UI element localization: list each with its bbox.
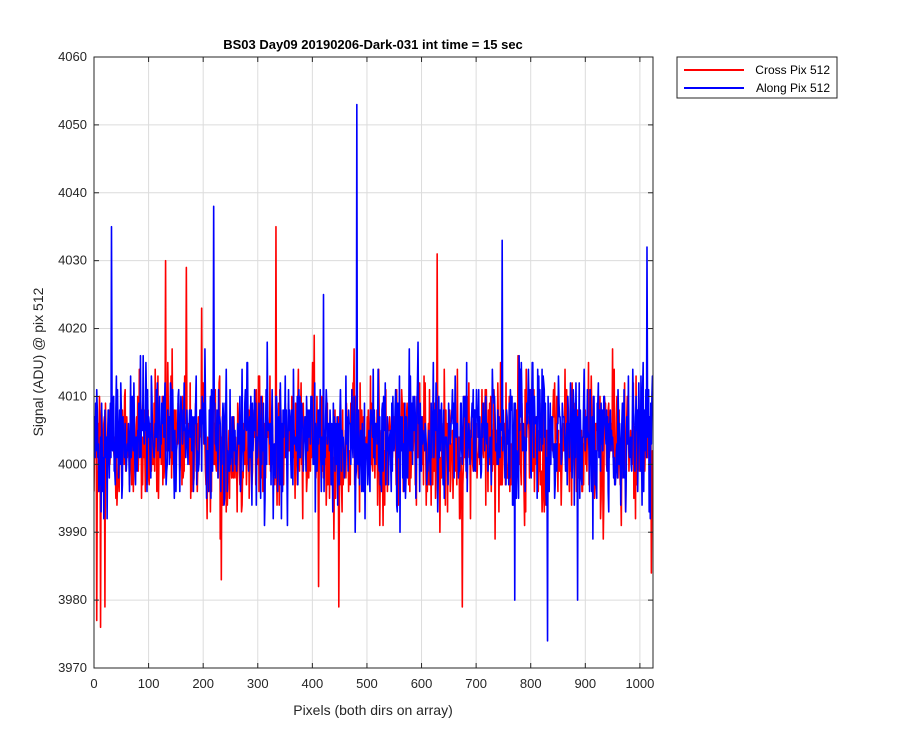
- y-tick-label: 3980: [58, 592, 87, 607]
- series-layer: [94, 103, 653, 642]
- legend: Cross Pix 512 Along Pix 512: [676, 56, 838, 99]
- x-tick-label: 0: [90, 676, 97, 691]
- x-tick-label: 600: [411, 676, 433, 691]
- x-tick-label: 400: [302, 676, 324, 691]
- plot-area: [94, 57, 653, 668]
- axes-box: [93, 56, 654, 669]
- chart-title: BS03 Day09 20190206-Dark-031 int time = …: [223, 37, 523, 52]
- y-tick-label: 4000: [58, 456, 87, 471]
- x-tick-label: 300: [247, 676, 269, 691]
- legend-label: Cross Pix 512: [755, 63, 830, 77]
- x-tick-label: 200: [192, 676, 214, 691]
- y-tick-label: 3990: [58, 524, 87, 539]
- tick-layer: 0 100 200 300 400 500 600 700 800 900 1000 3970 3980…: [58, 49, 654, 691]
- y-tick-label: 4010: [58, 388, 87, 403]
- x-tick-label: 900: [574, 676, 596, 691]
- x-tick-label: 800: [520, 676, 542, 691]
- x-axis-label: Pixels (both dirs on array): [293, 702, 453, 718]
- y-axis-label: Signal (ADU) @ pix 512: [30, 287, 46, 436]
- legend-box: [676, 56, 838, 99]
- legend-label: Along Pix 512: [756, 81, 830, 95]
- y-tick-label: 4020: [58, 321, 87, 336]
- series-line-along-pix-512: [94, 103, 653, 642]
- x-tick-label: 1000: [625, 676, 654, 691]
- y-tick-label: 4040: [58, 185, 87, 200]
- x-tick-label: 100: [138, 676, 160, 691]
- y-tick-label: 4050: [58, 117, 87, 132]
- y-tick-label: 3970: [58, 660, 87, 675]
- y-tick-label: 4060: [58, 49, 87, 64]
- x-tick-label: 700: [465, 676, 487, 691]
- x-tick-label: 500: [356, 676, 378, 691]
- y-tick-label: 4030: [58, 253, 87, 268]
